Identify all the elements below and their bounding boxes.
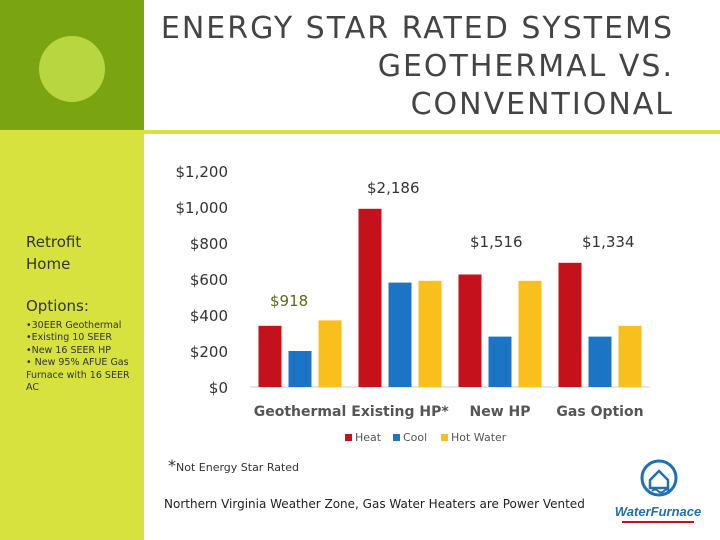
annotation-existing-total: $2,186 [367,179,420,197]
bar-hot-water [418,280,442,387]
y-tick-label: $600 [190,271,228,289]
x-tick-label: New HP [470,404,531,420]
x-tick-label: Existing HP* [351,404,449,420]
sidebar-divider [144,134,146,540]
wave-icon [651,488,671,494]
list-item: • New 95% AFUE Gas Furnace with 16 SEER … [26,357,130,394]
retrofit-home-label: Retrofit Home [26,233,82,273]
house-icon [648,469,670,490]
logo-wordmark: WaterFurnace [615,504,701,519]
legend-swatch [345,434,352,441]
legend-swatch [441,434,448,441]
y-tick-label: $200 [190,343,228,361]
slide-title: ENERGY STAR RATED SYSTEMS GEOTHERMAL VS.… [154,10,674,124]
title-line: CONVENTIONAL [410,87,674,122]
y-tick-label: $400 [190,307,228,325]
list-item: •New 16 SEER HP [26,344,111,356]
bar-heat [358,208,382,387]
y-tick-label: $0 [209,379,228,397]
legend-swatch [393,434,400,441]
logo-ring [640,459,678,497]
legend-label: Heat [355,431,382,444]
annotation-new-hp-total: $1,516 [470,233,523,251]
cost-bar-chart: $0 $200 $400 $600 $800 $1,000 $1,200 Geothermal… [176,163,650,444]
sidebar-bottom-panel [0,130,144,540]
x-tick-label: Gas Option [556,404,643,420]
footnote-text: Not Energy Star Rated [176,461,300,474]
list-item: •30EER Geothermal [26,320,122,331]
bar-cool [288,351,312,387]
x-tick-label: Geothermal [254,404,347,420]
bar-cool [388,282,412,387]
bar-heat [458,274,482,387]
y-tick-label: $800 [190,235,228,253]
bar-heat [558,262,582,387]
title-line: ENERGY STAR RATED SYSTEMS [160,11,674,46]
list-item: •Existing 10 SEER [26,332,112,344]
bar-cool [488,336,512,387]
footnote-star: * [168,456,176,475]
weather-zone-note: Northern Virginia Weather Zone, Gas Wate… [164,497,585,511]
logo-underline [622,521,694,523]
y-tick-label: $1,200 [176,163,229,181]
options-label: Options: [26,297,89,315]
decorative-circle [39,36,105,102]
bar-cool [588,336,612,387]
bar-hot-water [518,280,542,387]
header-divider [0,130,720,134]
bar-hot-water [318,320,342,387]
waterfurnace-logo: WaterFurnace [615,459,701,523]
bar-hot-water [618,325,642,387]
annotation-geothermal-total: $918 [270,292,309,310]
legend-label: Cool [403,431,427,444]
bar-heat [258,325,282,387]
options-list: •30EER Geothermal •Existing 10 SEER •New… [26,320,138,394]
footnote: *Not Energy Star Rated [168,456,299,475]
annotation-gas-total: $1,334 [582,233,635,251]
legend-label: Hot Water [451,431,507,444]
title-line: GEOTHERMAL VS. [377,49,674,84]
title-bar [144,0,720,130]
y-tick-label: $1,000 [176,199,229,217]
